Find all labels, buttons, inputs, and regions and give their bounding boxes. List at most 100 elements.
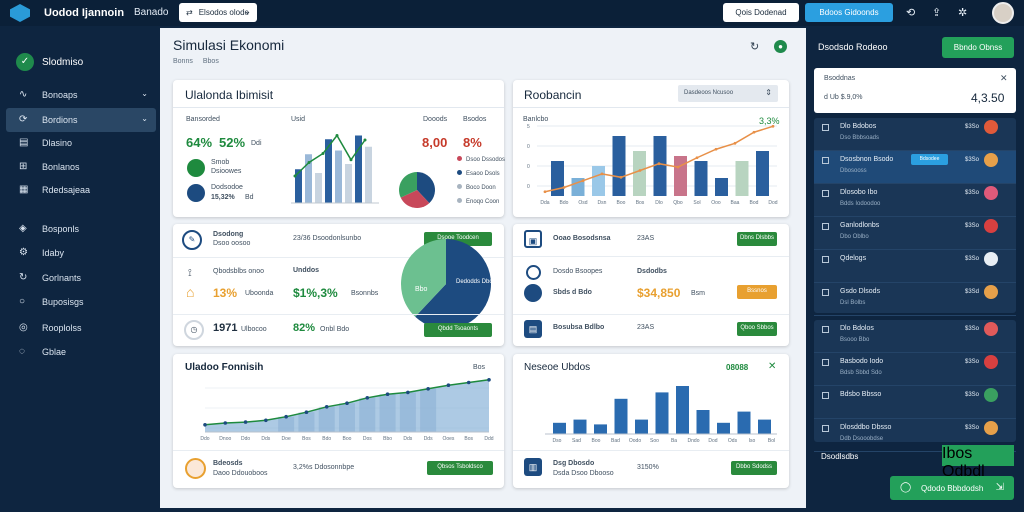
- row-action-button[interactable]: Dbns Dlsbbs: [737, 232, 777, 246]
- swap-icon[interactable]: ⟲: [906, 7, 916, 19]
- balance-card: Bsoddnas ✕ d Ub $.9,0% 4,3.50: [814, 68, 1016, 113]
- status-icon[interactable]: ●: [774, 40, 787, 53]
- row-value: Dsdodbs: [637, 268, 667, 275]
- item-title: Ganlodlonbs: [840, 222, 880, 229]
- checkbox[interactable]: [822, 326, 829, 333]
- list-item[interactable]: Gsdo Dlsods Dsl Bolbs $3Sd: [814, 283, 1016, 316]
- chat-button-label: Qdodo Bbbdodsh: [921, 484, 984, 493]
- checkbox[interactable]: [822, 425, 829, 432]
- sidebar-item-label: Bosponls: [42, 224, 80, 234]
- bar: [758, 419, 771, 434]
- row-action-button[interactable]: Qbdd Tsoaonts: [424, 323, 492, 337]
- row-action-button[interactable]: Bssnos: [737, 285, 777, 299]
- breadcrumb-item[interactable]: Bonns: [173, 58, 193, 65]
- checkbox[interactable]: [822, 124, 829, 131]
- chat-button[interactable]: ◯ Qdodo Bbbdodsh ⇲: [890, 476, 1014, 500]
- area-band: [278, 416, 295, 432]
- top-button-2[interactable]: Bdoos Gidoonds: [805, 3, 893, 22]
- list-item[interactable]: Basbodo Iodo Bdsb Sbbd Sdo $3So: [814, 353, 1016, 386]
- trend-point: [363, 138, 367, 142]
- x-tick: Boo: [343, 436, 352, 442]
- sidebar-item-bosponls[interactable]: ◈ Bosponls: [6, 217, 156, 241]
- row-sub: Uboonda: [245, 290, 274, 297]
- panel-action-button[interactable]: Bbndo Obnss: [942, 37, 1014, 58]
- sidebar-item-idaby[interactable]: ⚙ Idaby: [6, 241, 156, 265]
- checkbox[interactable]: [822, 157, 829, 164]
- close-icon[interactable]: ✕: [768, 361, 777, 372]
- card-tab[interactable]: Bansorded: [186, 116, 220, 123]
- top-menu[interactable]: Banado: [134, 7, 169, 18]
- sidebar-item-gblae[interactable]: ◌ Gblae: [6, 340, 156, 364]
- checkbox[interactable]: [822, 223, 829, 230]
- pie-slice: [417, 172, 435, 204]
- list-item[interactable]: Ganlodlonbs Dbo Oblbo $3So: [814, 217, 1016, 250]
- pie-slice: [401, 239, 446, 317]
- legend-label: Dsoo Dssodos: [466, 157, 506, 163]
- legend-label: Boco Doon: [466, 185, 496, 191]
- sidebar-item-rdedsajeaa[interactable]: ▦ Rdedsajeaa: [6, 178, 156, 202]
- item-tag[interactable]: Bdsodee: [911, 154, 948, 165]
- x-tick: Ddo: [241, 436, 250, 442]
- sidebar-item-label: Rdedsajeaa: [42, 185, 91, 195]
- close-icon[interactable]: ✕: [1000, 73, 1008, 83]
- chevron-down-icon: ⌄: [141, 114, 148, 123]
- growth-icon: [187, 159, 205, 177]
- sidebar-item-bordions[interactable]: ⟳ Bordions ⌄: [6, 108, 156, 132]
- sidebar-item-bonoaps[interactable]: ∿ Bonoaps ⌄: [6, 83, 156, 107]
- area-point: [284, 414, 288, 419]
- list-item[interactable]: Bdsbo Bbsso $3So: [814, 386, 1016, 419]
- sidebar-item-dlasino[interactable]: ▤ Dlasino: [6, 131, 156, 155]
- footer-action-button[interactable]: Dbbo Sdodss: [731, 461, 777, 475]
- clock-icon: ◷: [184, 320, 204, 340]
- panel-footer-label: Dsodlsdbs: [821, 452, 859, 461]
- refresh-icon: [526, 265, 541, 280]
- legend-item: Boco Doon: [457, 184, 496, 191]
- checkbox[interactable]: [822, 256, 829, 263]
- area-point: [446, 383, 451, 387]
- chart-label: Bsodos: [463, 116, 487, 123]
- forecast-chart: 5 0 0 0 Dda Bdo Osd Dsn Boo Bos Dlo Qbo Sol Ooo Baa Bod…: [527, 124, 778, 206]
- page-title: Simulasi Ekonomi: [173, 37, 285, 53]
- panel-footer-button[interactable]: Ibos Qdbdl: [942, 445, 1014, 480]
- sidebar-item-buposisgs[interactable]: ○ Buposisgs: [6, 290, 156, 314]
- list-item[interactable]: Dlo Bdobos Dso Bbbsoads $3So: [814, 118, 1016, 151]
- row-unit: Bsonnbs: [351, 290, 379, 297]
- x-tick: Ods: [728, 438, 738, 444]
- bar: [355, 135, 362, 203]
- item-value: $3So: [965, 392, 980, 398]
- app-logo-icon[interactable]: [10, 4, 30, 22]
- breadcrumb-item[interactable]: Bbos: [202, 58, 219, 65]
- trend-point: [293, 174, 297, 178]
- list-item[interactable]: Dsosbnon Bsodo Dbosooss $3So Bdsodee: [814, 151, 1016, 184]
- list-item[interactable]: Dlosddbo Dbsso Ddb Dsooobdse $3So: [814, 419, 1016, 452]
- top-button-1[interactable]: Qois Dodenad: [723, 3, 799, 22]
- forecast-point: [657, 162, 661, 166]
- footer-action-button[interactable]: Qbsos Tsboldsco: [427, 461, 493, 475]
- list-item[interactable]: Qdelogs $3So: [814, 250, 1016, 283]
- settings-icon[interactable]: ✲: [958, 7, 968, 19]
- row-action-button[interactable]: Qboo Sbbos: [737, 322, 777, 336]
- list-item[interactable]: Dlosobo Ibo Bdds Iodoodoo $3So: [814, 184, 1016, 217]
- axis-label: Banlcbo: [523, 116, 549, 123]
- sidebar-item-gorlnants[interactable]: ↻ Gorlnants: [6, 266, 156, 290]
- sidebar-item-rooplolss[interactable]: ◎ Rooplolss: [6, 316, 156, 340]
- checkbox[interactable]: [822, 359, 829, 366]
- area-point: [324, 405, 329, 409]
- period-select[interactable]: Dasdeoos Ncusoo ⇕: [678, 85, 778, 102]
- bar: [592, 166, 605, 196]
- refresh-icon[interactable]: ↻: [750, 41, 760, 53]
- checkbox[interactable]: [822, 190, 829, 197]
- pie-slice: [415, 239, 491, 329]
- list-item[interactable]: Dlo Bdolos Bsooo Bbo $3So: [814, 320, 1016, 353]
- chat-icon: ◯: [900, 482, 912, 493]
- avatar[interactable]: [992, 2, 1014, 24]
- top-select[interactable]: ⇄ Elsodos olode ⌄: [179, 3, 257, 22]
- checkbox[interactable]: [822, 289, 829, 296]
- sidebar-item-bonlanos[interactable]: ⊞ Bonlanos: [6, 155, 156, 179]
- monthly-bar-chart: Dso Sad Boo Bad Oodo Soo Ba Dndo Dod Ods Iso Bol: [545, 386, 777, 444]
- item-avatar: [984, 186, 998, 200]
- bar: [676, 386, 689, 434]
- checkbox[interactable]: [822, 392, 829, 399]
- share-icon[interactable]: ⇪: [932, 7, 942, 19]
- row-title: Qbodsblbs onoo: [213, 268, 264, 275]
